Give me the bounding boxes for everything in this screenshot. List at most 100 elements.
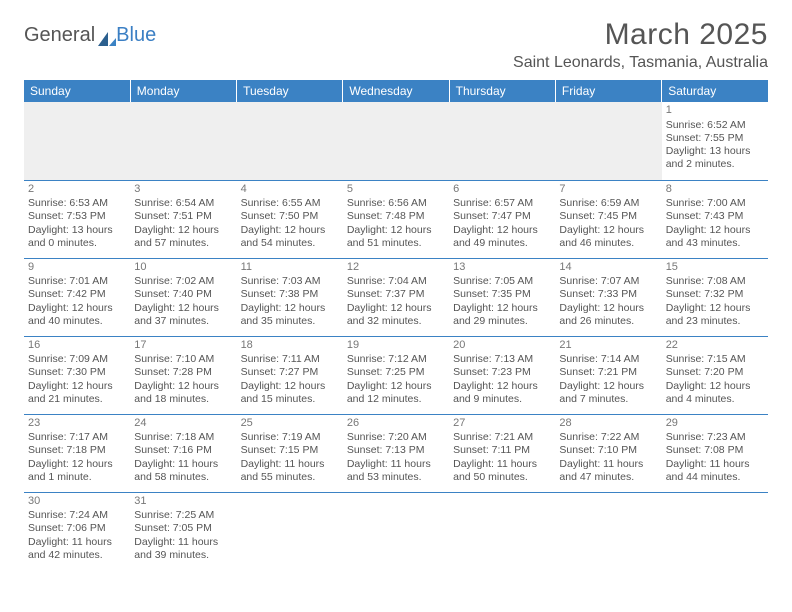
sunset-text: Sunset: 7:10 PM <box>559 444 657 457</box>
weekday-header: Thursday <box>449 80 555 102</box>
sunset-text: Sunset: 7:33 PM <box>559 288 657 301</box>
daylight-text: and 58 minutes. <box>134 471 232 484</box>
calendar-cell <box>237 102 343 180</box>
calendar-cell: 20Sunrise: 7:13 AMSunset: 7:23 PMDayligh… <box>449 336 555 414</box>
sunset-text: Sunset: 7:45 PM <box>559 210 657 223</box>
day-number: 7 <box>559 183 657 197</box>
calendar-cell: 4Sunrise: 6:55 AMSunset: 7:50 PMDaylight… <box>237 180 343 258</box>
day-number: 29 <box>666 417 764 431</box>
sunset-text: Sunset: 7:51 PM <box>134 210 232 223</box>
weekday-header: Monday <box>130 80 236 102</box>
sunrise-text: Sunrise: 7:25 AM <box>134 509 232 522</box>
daylight-text: Daylight: 12 hours <box>28 458 126 471</box>
sunset-text: Sunset: 7:48 PM <box>347 210 445 223</box>
calendar-cell: 22Sunrise: 7:15 AMSunset: 7:20 PMDayligh… <box>662 336 768 414</box>
sunset-text: Sunset: 7:11 PM <box>453 444 551 457</box>
day-number: 5 <box>347 183 445 197</box>
sunrise-text: Sunrise: 7:17 AM <box>28 431 126 444</box>
daylight-text: Daylight: 12 hours <box>28 380 126 393</box>
day-number: 18 <box>241 339 339 353</box>
calendar-cell: 16Sunrise: 7:09 AMSunset: 7:30 PMDayligh… <box>24 336 130 414</box>
sunset-text: Sunset: 7:08 PM <box>666 444 764 457</box>
calendar-cell: 9Sunrise: 7:01 AMSunset: 7:42 PMDaylight… <box>24 258 130 336</box>
daylight-text: and 26 minutes. <box>559 315 657 328</box>
sunrise-text: Sunrise: 7:01 AM <box>28 275 126 288</box>
calendar-cell <box>449 492 555 570</box>
daylight-text: Daylight: 11 hours <box>241 458 339 471</box>
daylight-text: Daylight: 13 hours <box>28 224 126 237</box>
daylight-text: Daylight: 12 hours <box>134 302 232 315</box>
calendar-cell <box>662 492 768 570</box>
calendar-row: 23Sunrise: 7:17 AMSunset: 7:18 PMDayligh… <box>24 414 768 492</box>
daylight-text: and 7 minutes. <box>559 393 657 406</box>
daylight-text: and 15 minutes. <box>241 393 339 406</box>
sunrise-text: Sunrise: 6:53 AM <box>28 197 126 210</box>
sunrise-text: Sunrise: 7:07 AM <box>559 275 657 288</box>
sunset-text: Sunset: 7:25 PM <box>347 366 445 379</box>
month-title: March 2025 <box>513 18 768 52</box>
sunset-text: Sunset: 7:28 PM <box>134 366 232 379</box>
daylight-text: and 9 minutes. <box>453 393 551 406</box>
sunset-text: Sunset: 7:13 PM <box>347 444 445 457</box>
calendar-cell: 21Sunrise: 7:14 AMSunset: 7:21 PMDayligh… <box>555 336 661 414</box>
day-number: 3 <box>134 183 232 197</box>
daylight-text: Daylight: 11 hours <box>28 536 126 549</box>
daylight-text: and 57 minutes. <box>134 237 232 250</box>
calendar-cell: 3Sunrise: 6:54 AMSunset: 7:51 PMDaylight… <box>130 180 236 258</box>
calendar-row: 2Sunrise: 6:53 AMSunset: 7:53 PMDaylight… <box>24 180 768 258</box>
calendar-cell: 25Sunrise: 7:19 AMSunset: 7:15 PMDayligh… <box>237 414 343 492</box>
calendar-cell: 13Sunrise: 7:05 AMSunset: 7:35 PMDayligh… <box>449 258 555 336</box>
day-number: 4 <box>241 183 339 197</box>
calendar-cell: 31Sunrise: 7:25 AMSunset: 7:05 PMDayligh… <box>130 492 236 570</box>
daylight-text: and 53 minutes. <box>347 471 445 484</box>
calendar-cell: 2Sunrise: 6:53 AMSunset: 7:53 PMDaylight… <box>24 180 130 258</box>
day-number: 23 <box>28 417 126 431</box>
daylight-text: Daylight: 12 hours <box>559 302 657 315</box>
daylight-text: Daylight: 13 hours <box>666 145 764 158</box>
sunrise-text: Sunrise: 7:10 AM <box>134 353 232 366</box>
day-number: 21 <box>559 339 657 353</box>
sunrise-text: Sunrise: 7:00 AM <box>666 197 764 210</box>
daylight-text: Daylight: 12 hours <box>347 380 445 393</box>
sunrise-text: Sunrise: 6:56 AM <box>347 197 445 210</box>
daylight-text: and 23 minutes. <box>666 315 764 328</box>
sunset-text: Sunset: 7:35 PM <box>453 288 551 301</box>
sunset-text: Sunset: 7:30 PM <box>28 366 126 379</box>
sunrise-text: Sunrise: 7:23 AM <box>666 431 764 444</box>
day-number: 22 <box>666 339 764 353</box>
calendar-cell <box>449 102 555 180</box>
weekday-header: Saturday <box>662 80 768 102</box>
daylight-text: and 18 minutes. <box>134 393 232 406</box>
daylight-text: Daylight: 12 hours <box>347 302 445 315</box>
weekday-header: Wednesday <box>343 80 449 102</box>
daylight-text: Daylight: 12 hours <box>347 224 445 237</box>
calendar-cell <box>237 492 343 570</box>
weekday-header: Sunday <box>24 80 130 102</box>
weekday-header-row: Sunday Monday Tuesday Wednesday Thursday… <box>24 80 768 102</box>
sunrise-text: Sunrise: 7:20 AM <box>347 431 445 444</box>
daylight-text: and 4 minutes. <box>666 393 764 406</box>
sunset-text: Sunset: 7:16 PM <box>134 444 232 457</box>
header: General Blue March 2025 Saint Leonards, … <box>24 18 768 72</box>
sunrise-text: Sunrise: 7:15 AM <box>666 353 764 366</box>
calendar-row: 16Sunrise: 7:09 AMSunset: 7:30 PMDayligh… <box>24 336 768 414</box>
sunset-text: Sunset: 7:37 PM <box>347 288 445 301</box>
day-number: 17 <box>134 339 232 353</box>
day-number: 11 <box>241 261 339 275</box>
daylight-text: Daylight: 11 hours <box>666 458 764 471</box>
calendar-cell: 7Sunrise: 6:59 AMSunset: 7:45 PMDaylight… <box>555 180 661 258</box>
weekday-header: Tuesday <box>237 80 343 102</box>
daylight-text: Daylight: 12 hours <box>134 380 232 393</box>
location: Saint Leonards, Tasmania, Australia <box>513 54 768 72</box>
daylight-text: and 44 minutes. <box>666 471 764 484</box>
daylight-text: Daylight: 11 hours <box>134 458 232 471</box>
day-number: 9 <box>28 261 126 275</box>
sunset-text: Sunset: 7:15 PM <box>241 444 339 457</box>
sunrise-text: Sunrise: 6:52 AM <box>666 119 764 132</box>
sunset-text: Sunset: 7:06 PM <box>28 522 126 535</box>
sunrise-text: Sunrise: 7:21 AM <box>453 431 551 444</box>
calendar-cell <box>24 102 130 180</box>
daylight-text: and 2 minutes. <box>666 158 764 171</box>
daylight-text: Daylight: 11 hours <box>453 458 551 471</box>
sunrise-text: Sunrise: 7:12 AM <box>347 353 445 366</box>
